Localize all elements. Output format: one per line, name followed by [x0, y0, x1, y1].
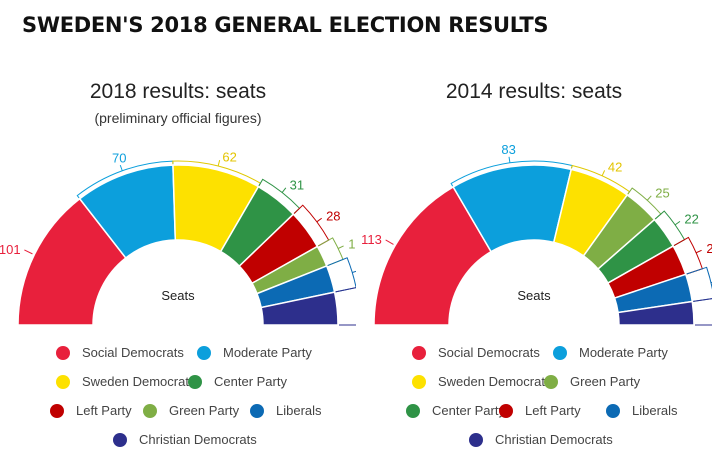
value-label: 42 [608, 160, 622, 175]
label-bracket [693, 298, 712, 326]
slice-christian-democrats [617, 300, 695, 326]
leader-line [601, 170, 606, 177]
value-label: 31 [290, 177, 304, 192]
legend-swatch [143, 403, 157, 418]
legend-item-christian-democrats: Christian Democrats [113, 432, 257, 447]
chart-title-2018: 2018 results: seats [89, 80, 267, 103]
legend-swatch [553, 345, 567, 360]
value-label: 28 [326, 208, 340, 223]
chart-panel-2018: 2018 results: seats (preliminary officia… [0, 0, 356, 460]
legend-item-liberals: Liberals [606, 403, 678, 418]
legend-label: Center Party [214, 374, 287, 389]
legend-item-left-party: Left Party [50, 403, 132, 418]
legend-item-moderate-party: Moderate Party [197, 345, 312, 360]
leader-line [385, 239, 394, 245]
seat-chart-2018: 10170623128151923Seats [0, 149, 356, 326]
value-label: 21 [706, 241, 712, 256]
center-label: Seats [517, 288, 551, 303]
legend-item-green-party: Green Party [143, 403, 239, 418]
leader-line [217, 160, 221, 167]
legend-label: Left Party [525, 403, 581, 418]
chart-subtitle-2018: (preliminary official figures) [94, 110, 262, 126]
chart-title-2014: 2014 results: seats [445, 80, 623, 103]
legend-label: Sweden Democrats [82, 374, 196, 389]
leader-line [646, 195, 652, 201]
leader-line [674, 220, 681, 226]
slice-christian-democrats [260, 291, 339, 326]
legend-swatch [113, 432, 127, 447]
leader-line [695, 249, 702, 254]
legend-swatch [412, 345, 426, 360]
legend-label: Green Party [570, 374, 641, 389]
legend-label: Social Democrats [82, 345, 184, 360]
leader-line [316, 217, 322, 223]
value-label: 113 [361, 232, 382, 247]
legend-swatch [188, 374, 202, 389]
headline: SWEDEN'S 2018 GENERAL ELECTION RESULTS [22, 13, 549, 37]
legend-swatch [469, 432, 483, 447]
seat-chart-2014: 11383422522211916Seats [361, 142, 712, 326]
value-label: 25 [655, 186, 669, 201]
chart-panel-2014: 2014 results: seats 11383422522211916Sea… [356, 0, 712, 460]
leader-line [352, 270, 356, 273]
legend-swatch [544, 374, 558, 389]
legend-label: Moderate Party [579, 345, 668, 360]
legend-label: Social Democrats [438, 345, 540, 360]
legend-swatch [56, 345, 70, 360]
legend-swatch [56, 374, 70, 389]
value-label: 101 [0, 242, 21, 257]
legend-label: Liberals [632, 403, 678, 418]
leader-line [281, 187, 287, 193]
legend-label: Left Party [76, 403, 132, 418]
value-label: 22 [684, 212, 698, 227]
legend-swatch [50, 403, 64, 418]
value-label: 15 [348, 237, 356, 252]
legend-swatch [412, 374, 426, 389]
leader-line [24, 249, 33, 255]
legend-item-sweden-democrats: Sweden Democrats [56, 374, 195, 389]
legend-swatch [606, 403, 620, 418]
leader-line [119, 164, 123, 171]
legend-item-social-democrats: Social Democrats [56, 345, 184, 360]
value-label: 62 [222, 149, 236, 164]
label-bracket [172, 160, 262, 187]
value-label: 70 [112, 150, 126, 165]
legend-label: Sweden Democrats [438, 374, 552, 389]
legend-item-sweden-democrats: Sweden Democrats [412, 374, 551, 389]
legend-label: Green Party [169, 403, 240, 418]
legend-swatch [406, 403, 420, 418]
legend-label: Liberals [276, 403, 322, 418]
legend-label: Center Party [432, 403, 505, 418]
legend-item-christian-democrats: Christian Democrats [469, 432, 613, 447]
leader-line [508, 156, 511, 163]
legend-swatch [197, 345, 211, 360]
legend-item-liberals: Liberals [250, 403, 322, 418]
legend-item-green-party: Green Party [544, 374, 640, 389]
legend-label: Christian Democrats [495, 432, 613, 447]
label-bracket [686, 266, 712, 302]
leader-line [710, 281, 712, 284]
leader-line [337, 245, 344, 249]
center-label: Seats [161, 288, 195, 303]
legend-swatch [499, 403, 513, 418]
label-bracket [327, 257, 356, 293]
legend-swatch [250, 403, 264, 418]
legend-label: Christian Democrats [139, 432, 257, 447]
legend-item-moderate-party: Moderate Party [553, 345, 668, 360]
legend-item-left-party: Left Party [499, 403, 581, 418]
legend-item-social-democrats: Social Democrats [412, 345, 540, 360]
legend-item-center-party: Center Party [188, 374, 287, 389]
legend-label: Moderate Party [223, 345, 312, 360]
value-label: 83 [501, 142, 515, 157]
legend-item-center-party: Center Party [406, 403, 505, 418]
